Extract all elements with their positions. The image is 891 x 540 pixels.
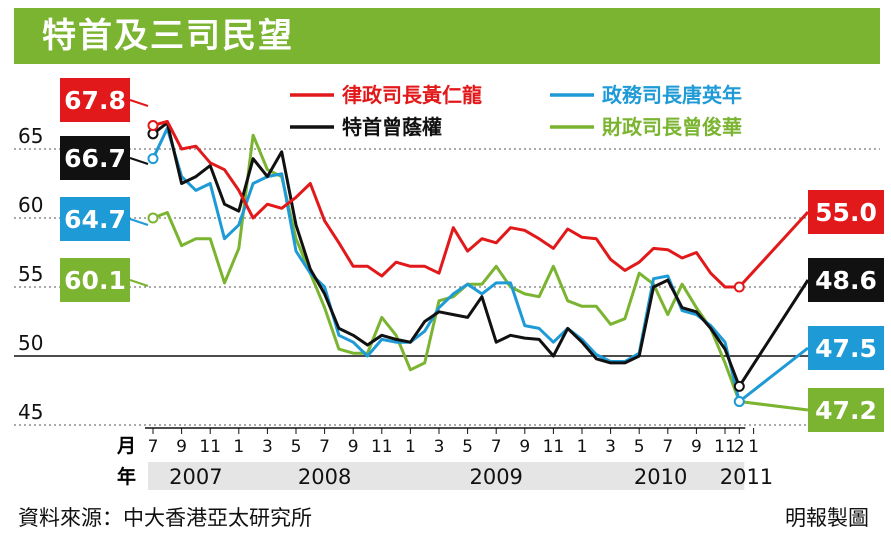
x-tick-label: 3 [262,437,273,457]
end-value-label: 55.0 [815,198,877,227]
x-tick-label: 1 [577,437,588,457]
start-label-connector [129,218,149,226]
year-band [148,462,244,490]
year-band [577,462,745,490]
series-end-marker [733,281,745,293]
year-label: 2010 [634,465,687,489]
x-tick-label: 2 [734,437,745,457]
start-value-label: 60.1 [64,266,126,295]
x-tick-label: 11 [714,437,736,457]
start-label-box [60,197,130,241]
start-label-box [60,136,130,180]
x-tick-label: 7 [491,437,502,457]
end-label-box [808,190,884,234]
legend-label: 特首曾蔭權 [342,115,442,139]
x-tick-label: 9 [348,437,359,457]
legend-label: 政務司長唐英年 [602,83,742,107]
x-tick-label: 11 [371,437,393,457]
series-end-marker [733,380,745,392]
credit-note: 明報製圖 [785,506,869,530]
series-line [152,119,810,289]
x-tick-label: 5 [291,437,302,457]
start-label-connector [129,279,149,287]
year-label: 2007 [169,465,222,489]
x-tick-label: 7 [319,437,330,457]
year-label: 2008 [298,465,351,489]
legend-label: 律政司長黃仁龍 [342,83,482,107]
x-tick-label: 7 [148,437,159,457]
start-label-connector [129,157,149,165]
legend-label: 財政司長曾俊華 [602,115,742,139]
month-row-label: 月 [116,435,136,457]
chart-title: 特首及三司民望 [42,16,294,56]
series-group [147,119,810,293]
x-tick-label: 11 [199,437,221,457]
start-value-label: 66.7 [64,144,126,173]
x-tick-label: 5 [634,437,645,457]
series-end-marker [733,396,745,408]
y-tick-label: 55 [18,262,43,286]
series-start-marker [147,153,159,165]
y-tick-label: 45 [18,400,43,424]
start-value-label: 67.8 [64,86,126,115]
x-tick-label: 1 [748,437,759,457]
series-group [147,126,809,408]
x-tick-label: 5 [462,437,473,457]
x-tick-label: 1 [405,437,416,457]
x-tick-label: 7 [662,437,673,457]
end-value-label: 47.5 [815,334,877,363]
year-band [233,462,416,490]
series-start-marker [147,120,159,132]
series-start-marker [147,212,159,224]
x-tick-label: 11 [543,437,565,457]
year-label: 2009 [469,465,522,489]
x-tick-label: 1 [233,437,244,457]
series-line [152,121,810,388]
source-note: 資料來源：中大香港亞太研究所 [18,506,312,530]
start-label-box [60,258,130,302]
end-label-box [808,326,884,370]
year-label: 2011 [720,465,773,489]
x-tick-label: 3 [605,437,616,457]
x-tick-label: 3 [434,437,445,457]
start-label-box [60,78,130,122]
start-label-connector [129,99,149,107]
x-tick-label: 9 [691,437,702,457]
y-tick-label: 50 [18,331,43,355]
end-label-box [808,258,884,302]
series-line [151,126,809,403]
start-value-label: 64.7 [64,205,126,234]
y-tick-label: 65 [18,124,43,148]
title-bar: 特首及三司民望 [14,8,880,64]
end-value-label: 47.2 [815,396,877,425]
series-group [147,121,810,392]
year-band [405,462,587,490]
y-tick-label: 60 [18,193,43,217]
x-tick-label: 9 [519,437,530,457]
end-label-box [808,388,884,432]
end-value-label: 48.6 [815,266,877,295]
x-tick-label: 9 [176,437,187,457]
year-row-label: 年 [117,465,136,488]
